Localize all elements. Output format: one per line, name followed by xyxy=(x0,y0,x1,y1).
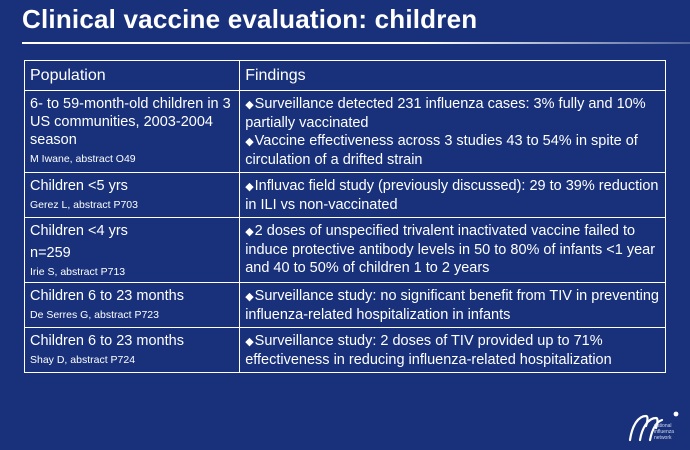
table-row: Children <4 yrs n=259 Irie S, abstract P… xyxy=(23,217,666,283)
findings-cell: ◆Influvac field study (previously discus… xyxy=(239,172,666,218)
logo-line: influenza xyxy=(654,429,675,435)
sample-size-text: n=259 xyxy=(30,245,71,261)
finding-bullet: ◆Surveillance study: 2 doses of TIV prov… xyxy=(245,332,661,369)
population-cell: Children <5 yrs Gerez L, abstract P703 xyxy=(23,172,241,218)
population-text: Children <5 yrs xyxy=(30,178,128,194)
findings-cell: ◆Surveillance study: 2 doses of TIV prov… xyxy=(239,327,666,373)
population-cell: Children 6 to 23 months Shay D, abstract… xyxy=(23,327,241,373)
findings-cell: ◆Surveillance study: no significant bene… xyxy=(239,282,666,328)
column-header-population: Population xyxy=(23,60,241,91)
slide-title: Clinical vaccine evaluation: children xyxy=(22,4,478,34)
finding-bullet: ◆Influvac field study (previously discus… xyxy=(245,177,661,214)
logo-line: network xyxy=(654,435,672,441)
table-header-row: Population Findings xyxy=(23,60,666,91)
finding-text: Surveillance study: 2 doses of TIV provi… xyxy=(245,333,612,368)
reference-text: De Serres G, abstract P723 xyxy=(30,309,159,321)
logo-line: national xyxy=(654,423,672,429)
population-cell: Children 6 to 23 months De Serres G, abs… xyxy=(23,282,241,328)
finding-bullet: ◆2 doses of unspecified trivalent inacti… xyxy=(245,222,661,277)
diamond-bullet-icon: ◆ xyxy=(245,99,254,111)
finding-text: Vaccine effectiveness across 3 studies 4… xyxy=(245,133,638,168)
diamond-bullet-icon: ◆ xyxy=(245,291,254,303)
population-cell: 6- to 59-month-old children in 3 US comm… xyxy=(23,90,241,173)
finding-text: Surveillance detected 231 influenza case… xyxy=(245,96,646,131)
table-row: Children <5 yrs Gerez L, abstract P703 ◆… xyxy=(23,172,666,218)
findings-cell: ◆2 doses of unspecified trivalent inacti… xyxy=(239,217,666,283)
finding-text: Influvac field study (previously discuss… xyxy=(245,178,659,213)
finding-text: Surveillance study: no significant benef… xyxy=(245,288,659,323)
diamond-bullet-icon: ◆ xyxy=(245,226,254,238)
population-text: Children 6 to 23 months xyxy=(30,333,184,349)
diamond-bullet-icon: ◆ xyxy=(245,336,254,348)
population-text: Children 6 to 23 months xyxy=(30,288,184,304)
diamond-bullet-icon: ◆ xyxy=(245,136,254,148)
table-row: Children 6 to 23 months De Serres G, abs… xyxy=(23,282,666,328)
finding-bullet: ◆Surveillance detected 231 influenza cas… xyxy=(245,95,661,132)
population-cell: Children <4 yrs n=259 Irie S, abstract P… xyxy=(23,217,241,283)
population-text: Children <4 yrs xyxy=(30,223,128,239)
table-row: 6- to 59-month-old children in 3 US comm… xyxy=(23,90,666,173)
reference-text: Gerez L, abstract P703 xyxy=(30,199,138,211)
finding-bullet: ◆Surveillance study: no significant bene… xyxy=(245,287,661,324)
findings-table: Population Findings 6- to 59-month-old c… xyxy=(23,60,666,373)
title-underline xyxy=(22,42,690,44)
column-header-findings: Findings xyxy=(239,60,666,91)
network-logo-icon xyxy=(628,411,679,442)
population-text: 6- to 59-month-old children in 3 US comm… xyxy=(30,96,231,148)
findings-cell: ◆Surveillance detected 231 influenza cas… xyxy=(239,90,666,173)
diamond-bullet-icon: ◆ xyxy=(245,181,254,193)
finding-bullet: ◆Vaccine effectiveness across 3 studies … xyxy=(245,132,661,169)
finding-text: 2 doses of unspecified trivalent inactiv… xyxy=(245,223,656,276)
reference-text: Irie S, abstract P713 xyxy=(30,266,126,278)
reference-text: M Iwane, abstract O49 xyxy=(30,153,136,165)
reference-text: Shay D, abstract P724 xyxy=(30,354,136,366)
table-row: Children 6 to 23 months Shay D, abstract… xyxy=(23,327,666,373)
